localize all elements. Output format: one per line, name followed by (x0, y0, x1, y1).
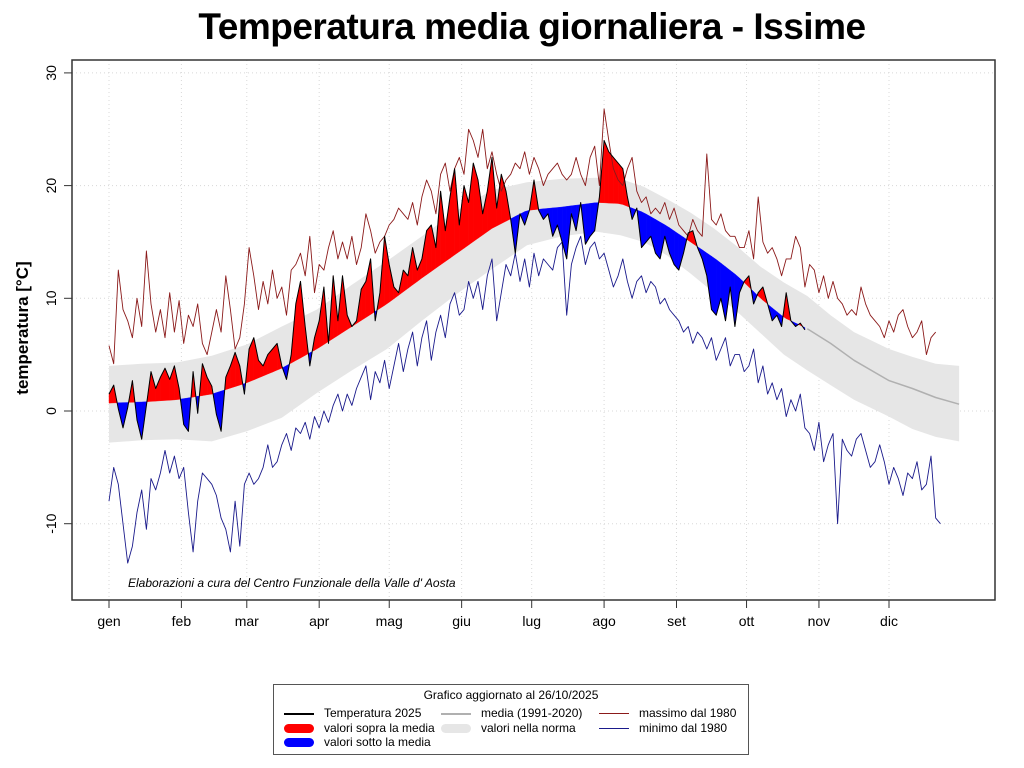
x-tick-label: ott (739, 613, 755, 629)
anomaly-below (650, 216, 656, 254)
legend-item-below: valori sotto la media (284, 735, 431, 749)
y-tick-label: 0 (43, 407, 59, 415)
x-tick-label: apr (309, 613, 330, 629)
legend-label: massimo dal 1980 (639, 706, 737, 720)
x-tick-label: dic (880, 613, 898, 629)
legend-swatch (599, 728, 629, 730)
legend-item-min: minimo dal 1980 (599, 721, 727, 735)
legend-swatch (284, 738, 314, 748)
anomaly-above (487, 157, 493, 233)
legend-swatch (441, 712, 471, 715)
x-tick-label: nov (808, 613, 831, 629)
x-tick-label: feb (172, 613, 192, 629)
legend-title: Grafico aggiornato al 26/10/2025 (423, 688, 599, 702)
max-line (108, 108, 937, 365)
legend-label: valori nella norma (481, 721, 576, 735)
anomaly-above (608, 151, 614, 204)
normal-band-area (109, 177, 960, 443)
legend-swatch (284, 724, 314, 734)
legend-item-band: valori nella norma (441, 721, 576, 735)
y-tick-label: 30 (43, 65, 59, 81)
y-tick-label: 20 (43, 178, 59, 194)
anomaly-below (720, 262, 726, 321)
min-line (108, 235, 941, 564)
axes: -10 0 10 20 30 gen feb mar apr mag giu lug ago set ott… (43, 60, 898, 629)
legend-item-above: valori sopra la media (284, 721, 435, 735)
chart-title: Temperatura media giornaliera - Issime (198, 6, 866, 47)
x-tick-label: set (667, 613, 686, 629)
anomaly-above (617, 162, 623, 205)
x-tick-label: ago (592, 613, 616, 629)
plot-frame (71, 59, 996, 601)
anomaly-above (426, 224, 432, 276)
legend-swatch (599, 713, 629, 715)
x-tick-label: gen (97, 613, 120, 629)
x-tick-label: mag (376, 613, 403, 629)
legend: Grafico aggiornato al 26/10/2025 Tempera… (273, 684, 749, 755)
anomaly-above (613, 156, 619, 204)
data-lines (108, 108, 960, 564)
anomaly-below (673, 230, 679, 271)
credit-text: Elaborazioni a cura del Centro Funzional… (128, 576, 456, 590)
anomaly-above (468, 163, 474, 246)
x-tick-label: lug (522, 613, 541, 629)
legend-swatch (441, 724, 471, 734)
temp-2025-line (108, 140, 806, 440)
anomaly-above (384, 236, 390, 306)
anomaly-above (365, 258, 371, 318)
mean-line (806, 328, 960, 405)
legend-label: Temperatura 2025 (324, 706, 422, 720)
legend-item-mean: media (1991-2020) (441, 706, 582, 720)
anomaly-below (711, 255, 717, 316)
anomaly-below (655, 219, 661, 260)
x-tick-label: mar (235, 613, 259, 629)
y-tick-label: -10 (43, 513, 59, 533)
legend-item-temp-2025: Temperatura 2025 (284, 706, 421, 720)
x-tick-label: giu (452, 613, 471, 629)
legend-label: valori sotto la media (324, 735, 431, 749)
anomaly-above (473, 163, 479, 242)
grid-lines (72, 60, 995, 600)
legend-item-max: massimo dal 1980 (599, 706, 736, 720)
legend-label: valori sopra la media (324, 721, 435, 735)
y-tick-label: 10 (43, 290, 59, 306)
legend-swatch (284, 712, 314, 715)
normal-band (109, 177, 960, 443)
legend-label: minimo dal 1980 (639, 721, 728, 735)
legend-label: media (1991-2020) (481, 706, 583, 720)
